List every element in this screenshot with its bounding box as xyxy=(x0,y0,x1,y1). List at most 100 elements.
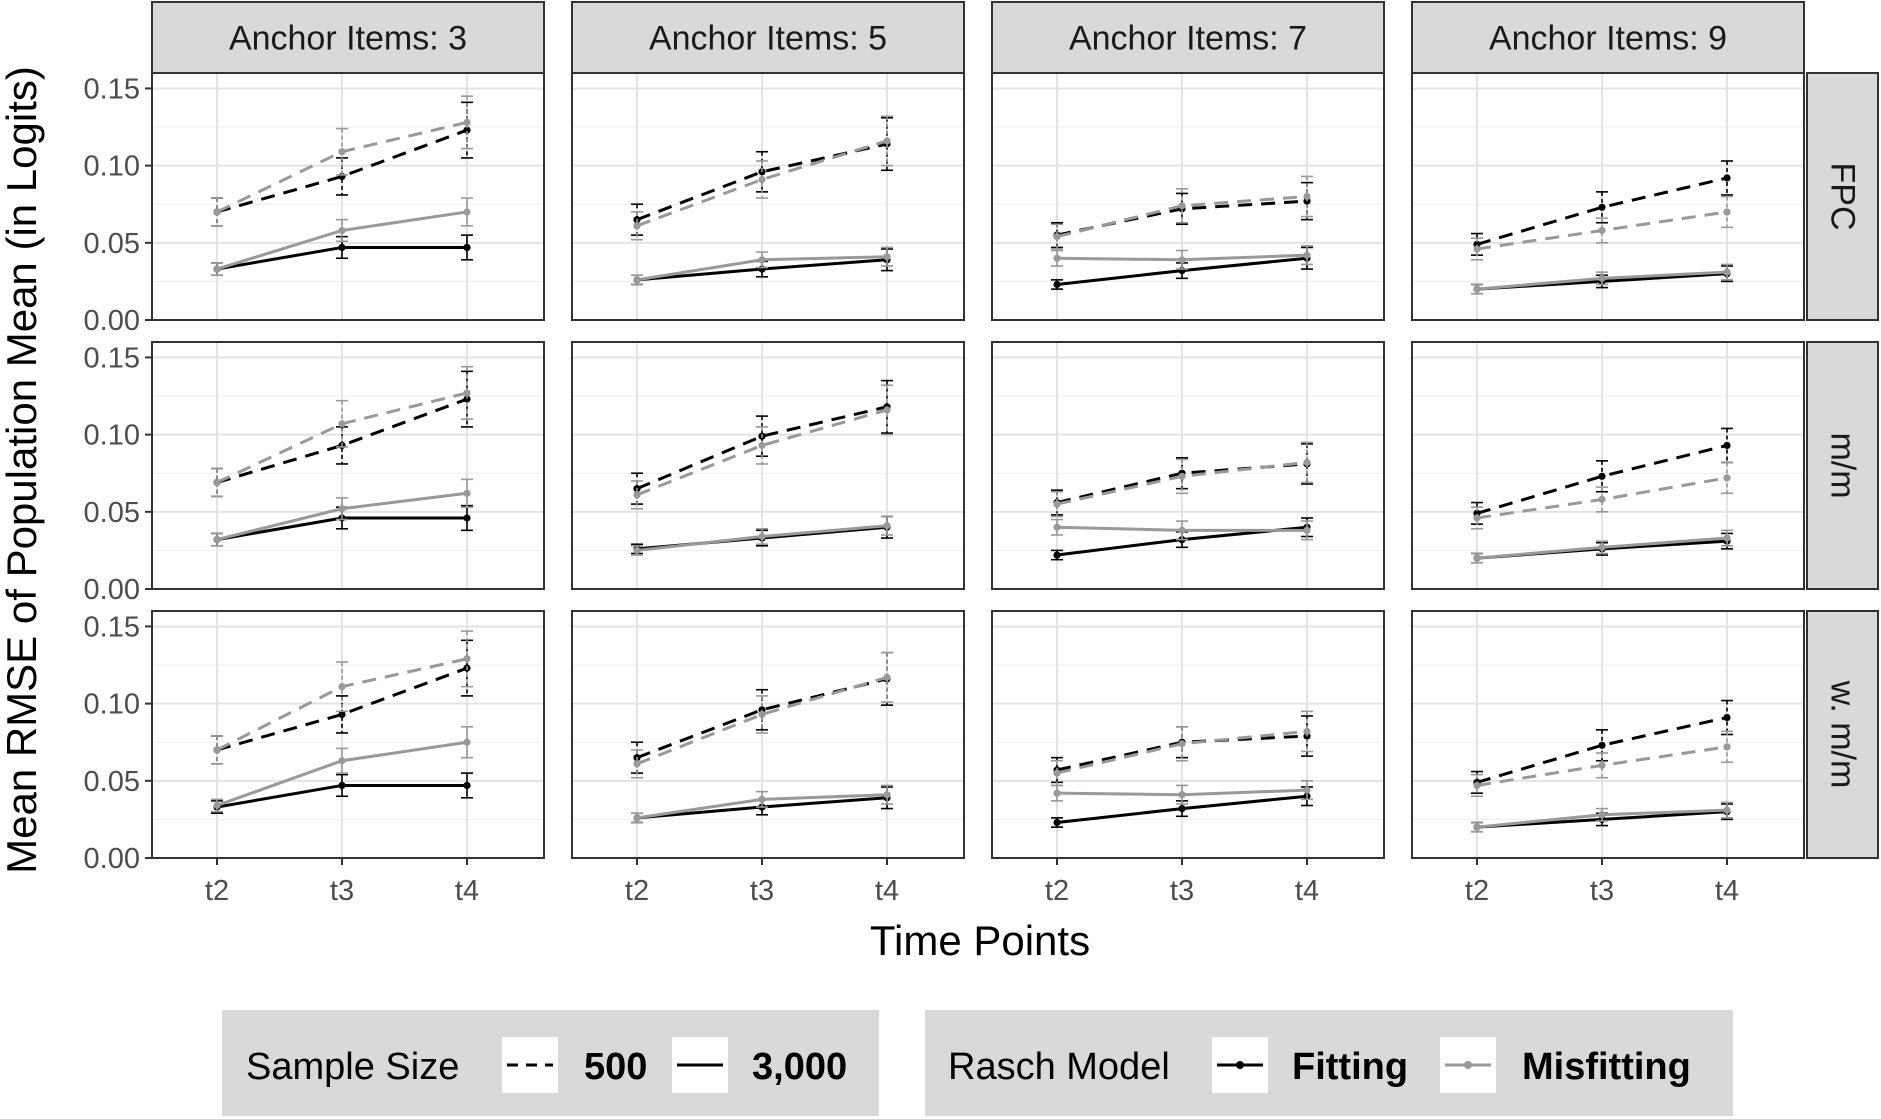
series-line xyxy=(1476,443,1728,515)
data-point xyxy=(633,814,641,822)
data-point xyxy=(1723,713,1731,722)
error-bar xyxy=(1301,441,1313,484)
panel-border xyxy=(1411,341,1805,590)
data-point xyxy=(463,208,471,216)
panel-border xyxy=(151,72,545,321)
series-misfitting-500 xyxy=(631,651,893,779)
error-bar xyxy=(756,688,768,731)
data-point xyxy=(463,489,471,497)
data-point xyxy=(1178,202,1186,210)
column-strip-label: Anchor Items: 7 xyxy=(1069,20,1307,58)
data-point xyxy=(1598,543,1606,551)
x-tick-label: t2 xyxy=(1045,875,1069,907)
panel-border xyxy=(151,610,545,859)
panel-m-m-anchor-items-7 xyxy=(991,341,1385,590)
row-strip-2: m/m xyxy=(1806,341,1879,590)
y-tick-label: 0.10 xyxy=(84,151,140,183)
data-point xyxy=(1178,256,1186,264)
data-point xyxy=(758,795,766,803)
panel-w-m-m-anchor-items-9 xyxy=(1411,610,1805,859)
column-strip-label: Anchor Items: 5 xyxy=(649,20,887,58)
data-point xyxy=(1598,274,1606,282)
series-misfitting-3-000 xyxy=(631,246,893,286)
series-misfitting-500 xyxy=(1051,441,1313,518)
error-bar xyxy=(1596,217,1608,244)
legend-label: Misfitting xyxy=(1522,1046,1691,1088)
data-point xyxy=(883,673,891,681)
panel-border xyxy=(991,72,1385,321)
error-bar xyxy=(756,426,768,465)
data-point xyxy=(1053,280,1061,289)
column-strip-1: Anchor Items: 3 xyxy=(151,1,545,74)
panel-fpc-anchor-items-3 xyxy=(151,72,545,321)
error-bar xyxy=(631,749,643,779)
data-point xyxy=(1473,514,1481,522)
data-point xyxy=(463,514,471,522)
panel-border xyxy=(1411,72,1805,321)
error-bar xyxy=(1051,490,1063,518)
error-bar xyxy=(1051,223,1063,250)
data-point xyxy=(883,406,891,414)
error-bar xyxy=(881,379,893,434)
legend-rasch-model: Rasch Model Fitting Misfitting xyxy=(925,1010,1733,1116)
column-strip-4: Anchor Items: 9 xyxy=(1411,1,1805,74)
x-axis-title: Time Points xyxy=(870,917,1090,964)
legend-label: 500 xyxy=(584,1046,647,1088)
data-point xyxy=(1303,458,1311,467)
error-bar xyxy=(756,695,768,734)
panel-w-m-m-anchor-items-7 xyxy=(991,610,1385,859)
panel-border xyxy=(991,610,1385,859)
panel-border xyxy=(571,610,965,859)
data-point xyxy=(1053,789,1061,797)
x-tick-label: t3 xyxy=(750,875,774,907)
panel-background xyxy=(152,73,544,320)
data-point xyxy=(1178,526,1186,534)
error-bar xyxy=(1596,486,1608,513)
panel-fpc-anchor-items-5 xyxy=(571,72,965,321)
error-bar xyxy=(461,365,473,420)
series-line xyxy=(1476,716,1728,784)
series-misfitting-500 xyxy=(1051,710,1313,787)
data-point xyxy=(1053,551,1061,559)
data-point xyxy=(758,710,766,719)
y-tick-label: 0.00 xyxy=(84,305,140,337)
y-tick-label: 0.15 xyxy=(84,342,140,374)
x-tick-label: t3 xyxy=(1170,875,1194,907)
data-point xyxy=(1303,786,1311,794)
error-bar xyxy=(1301,710,1313,753)
series-line xyxy=(216,666,468,752)
data-point xyxy=(1303,526,1311,534)
column-strip-background xyxy=(991,1,1385,74)
error-bar xyxy=(631,480,643,510)
panel-background xyxy=(572,611,964,858)
error-bar xyxy=(1301,175,1313,218)
panel-border xyxy=(571,341,965,590)
data-point xyxy=(338,148,346,156)
data-point xyxy=(213,746,221,754)
panel-background xyxy=(992,73,1384,320)
data-point xyxy=(463,738,471,746)
data-point xyxy=(1598,761,1606,769)
data-point xyxy=(1723,208,1731,216)
series-fitting-500 xyxy=(1471,160,1733,256)
error-bar xyxy=(631,211,643,241)
row-strip-background xyxy=(1806,72,1879,321)
y-tick-label: 0.00 xyxy=(84,843,140,875)
data-point xyxy=(1723,534,1731,542)
data-point xyxy=(463,389,471,397)
data-point xyxy=(338,710,346,719)
series-misfitting-3-000 xyxy=(1471,529,1733,564)
x-tick-label: t2 xyxy=(1465,875,1489,907)
data-point xyxy=(463,395,471,403)
column-strip-background xyxy=(571,1,965,74)
y-tick-label: 0.05 xyxy=(84,228,140,260)
data-point xyxy=(1723,743,1731,751)
y-tick-label: 0.10 xyxy=(84,420,140,452)
row-strip-label: w. m/m xyxy=(1824,680,1862,789)
panel-background xyxy=(1412,73,1804,320)
series-misfitting-3-000 xyxy=(1051,518,1313,541)
y-axis-title: Mean RMSE of Population Mean (in Logits) xyxy=(0,66,45,874)
series-fitting-3-000 xyxy=(1051,786,1313,828)
data-point xyxy=(213,208,221,216)
data-point xyxy=(338,757,346,765)
